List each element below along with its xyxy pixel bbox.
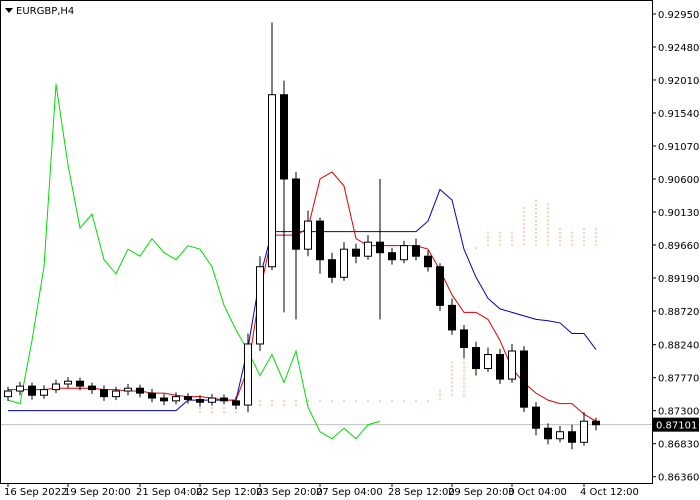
- x-tick-label: 28 Sep 12:00: [388, 487, 455, 498]
- candle-body: [352, 248, 360, 257]
- y-tick-label: 0.88720: [658, 307, 699, 318]
- y-tick-label: 0.89190: [658, 274, 699, 285]
- candle-body: [280, 94, 288, 180]
- candle-body: [244, 343, 252, 406]
- candle-body: [4, 390, 12, 398]
- candle-body: [424, 255, 432, 268]
- candle-body: [112, 390, 120, 398]
- candle-body: [28, 385, 36, 396]
- y-tick-label: 0.92950: [658, 10, 699, 21]
- y-tick-label: 0.86830: [658, 440, 699, 451]
- x-tick-label: 29 Sep 20:00: [448, 487, 515, 498]
- candle-body: [232, 400, 240, 406]
- x-tick-label: 23 Sep 20:00: [256, 487, 323, 498]
- candle-body: [76, 380, 84, 387]
- candle-body: [100, 389, 108, 398]
- y-tick-label: 0.92480: [658, 43, 699, 54]
- x-tick-label: 22 Sep 12:00: [196, 487, 263, 498]
- last-price-box: [653, 417, 699, 432]
- candle-body: [316, 220, 324, 261]
- last-price-label: 0.87101: [656, 421, 697, 432]
- y-tick-label: 0.91540: [658, 109, 699, 120]
- candle-body: [568, 431, 576, 443]
- candle-body: [484, 354, 492, 370]
- candle-body: [532, 406, 540, 429]
- candle-body: [364, 241, 372, 257]
- candle-body: [448, 304, 456, 331]
- x-tick-label: 4 Oct 12:00: [580, 487, 639, 498]
- candle-body: [52, 383, 60, 391]
- candle-body: [136, 387, 144, 394]
- candle-body: [88, 385, 96, 391]
- y-tick-label: 0.91070: [658, 142, 699, 153]
- y-tick-label: 0.90600: [658, 175, 699, 186]
- candle-body: [508, 350, 516, 380]
- y-tick-label: 0.89660: [658, 241, 699, 252]
- y-tick-label: 0.88240: [658, 341, 699, 352]
- y-tick-label: 0.86360: [658, 473, 699, 484]
- y-tick-label: 0.87770: [658, 374, 699, 385]
- candle-body: [64, 380, 72, 385]
- candle-body: [580, 420, 588, 443]
- candle-body: [592, 420, 600, 426]
- candle-body: [556, 431, 564, 440]
- candle-body: [472, 346, 480, 370]
- menu-arrow[interactable]: [5, 8, 13, 13]
- candle-body: [520, 350, 528, 408]
- candle-body: [328, 259, 336, 278]
- candle-body: [412, 245, 420, 257]
- candle-body: [436, 266, 444, 306]
- plot-frame: [0, 0, 653, 484]
- candle-body: [184, 396, 192, 400]
- candle-body: [268, 94, 276, 268]
- x-tick-label: 3 Oct 04:00: [508, 487, 567, 498]
- candle-body: [376, 241, 384, 254]
- candle-body: [460, 329, 468, 348]
- candle-body: [340, 248, 348, 278]
- candle-body: [16, 385, 24, 392]
- candle-body: [148, 392, 156, 399]
- candle-body: [40, 389, 48, 396]
- candle-body: [304, 220, 312, 250]
- candle-body: [544, 427, 552, 440]
- candle-body: [292, 178, 300, 250]
- chart-title: EURGBP,H4: [16, 6, 74, 17]
- y-tick-label: 0.92010: [658, 76, 699, 87]
- candle-body: [208, 397, 216, 403]
- candle-body: [256, 266, 264, 345]
- candle-body: [388, 252, 396, 261]
- x-tick-label: 21 Sep 04:00: [136, 487, 203, 498]
- x-tick-label: 19 Sep 20:00: [64, 487, 131, 498]
- y-tick-label: 0.87300: [658, 407, 699, 418]
- plot-area: [0, 22, 652, 450]
- candle-body: [220, 397, 228, 402]
- candle-body: [160, 397, 168, 402]
- y-tick-label: 0.90130: [658, 208, 699, 219]
- indicator-line: [7, 84, 381, 440]
- candle-body: [124, 387, 132, 392]
- x-tick-label: 27 Sep 04:00: [316, 487, 383, 498]
- candle-body: [172, 396, 180, 402]
- candle-body: [196, 398, 204, 403]
- candle-body: [496, 354, 504, 380]
- x-tick-label: 16 Sep 2022: [4, 487, 67, 498]
- candle-body: [400, 245, 408, 261]
